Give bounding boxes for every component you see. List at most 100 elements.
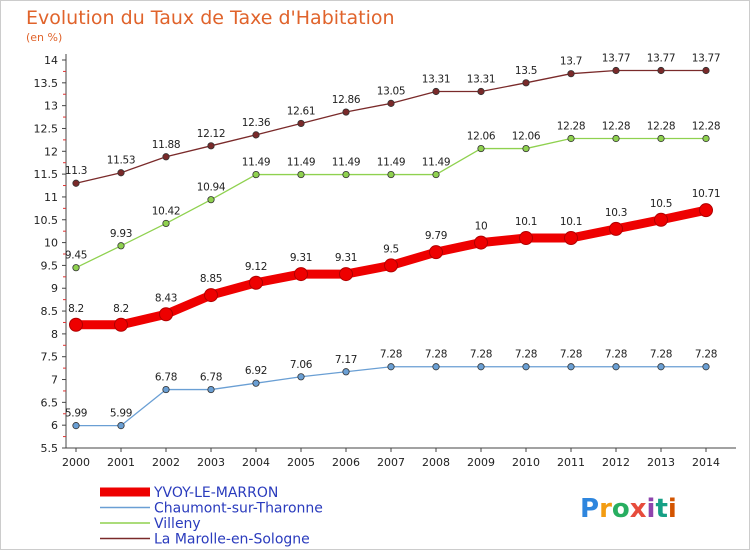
data-point [117,422,125,430]
data-label: 12.28 [647,121,676,133]
data-point [612,134,620,143]
data-point [72,422,80,430]
data-point [702,66,710,75]
series-chaumont-sur-tharonne: 5.99 5.99 6.78 6.78 6.92 7.06 7.17 7.28 7.28 7.28… [65,349,717,430]
legend-label: Villeny [154,516,201,532]
data-label: 7.28 [425,349,447,361]
data-label: 13.77 [692,52,721,64]
data-label: 10.42 [152,205,181,217]
series-la-marolle-en-sologne: 11.3 11.53 11.88 12.12 12.36 12.61 12.86 13.05 1… [65,52,721,187]
data-label: 13.5 [515,65,537,77]
data-label: 13.77 [647,52,676,64]
data-label: 7.28 [470,349,492,361]
data-point [162,219,170,228]
data-point [522,79,530,87]
y-tick-label: 13 [44,100,58,113]
y-tick-label: 5.5 [41,442,59,455]
data-label: 11.49 [242,157,271,169]
data-label: 12.61 [287,105,316,117]
data-label: 5.99 [110,408,132,420]
data-label: 8.43 [155,292,177,304]
series-villeny: 9.45 9.93 10.42 10.94 11.49 11.49 11.49 11.49 11… [65,121,721,272]
x-tick-label: 2013 [647,456,675,469]
data-point [72,179,80,187]
data-point [519,231,533,246]
data-label: 10.71 [692,188,721,200]
data-label: 12.12 [197,128,226,140]
data-label: 12.36 [242,117,271,129]
data-label: 11.3 [65,165,87,177]
proxiti-wordmark: Proxiti [580,494,677,524]
data-label: 11.49 [422,157,451,169]
data-label: 7.06 [290,359,313,371]
data-label: 9.5 [383,243,399,255]
data-point [429,245,443,260]
series-yvoy-le-marron: 8.2 8.2 8.43 8.85 9.12 9.31 9.31 9.5 9.79 10 10.1 1… [68,188,721,332]
data-point [387,363,395,371]
data-point [342,108,350,116]
data-point [387,99,395,107]
data-point [207,196,215,204]
legend: YVOY-LE-MARRONChaumont-sur-TharonneVille… [100,485,323,548]
y-tick-label: 11 [44,191,58,204]
logo-letter: x [630,494,647,524]
data-point [114,317,128,332]
series-layer: 11.3 11.53 11.88 12.12 12.36 12.61 12.86 13.05 1… [65,52,721,430]
data-label: 9.45 [65,250,87,262]
data-label: 9.31 [335,252,357,264]
data-label: 6.78 [155,372,177,384]
data-label: 10.1 [515,216,537,228]
y-tick-label: 6.5 [41,396,59,409]
data-point [294,267,308,282]
data-point [702,363,710,371]
data-point [477,363,485,371]
x-tick-label: 2000 [62,456,90,469]
data-point [609,221,623,236]
chart-title: Evolution du Taux de Taxe d'Habitation [26,7,395,29]
x-tick-label: 2004 [242,456,270,469]
data-label: 5.99 [65,408,87,420]
logo-letter: o [612,494,630,524]
data-label: 13.77 [602,52,631,64]
data-label: 11.49 [332,157,361,169]
y-tick-label: 8 [51,328,58,341]
data-label: 10.94 [197,182,226,194]
data-point [432,170,440,179]
data-point [207,142,215,150]
data-point [159,307,173,322]
y-tick-label: 12 [44,145,58,158]
x-tick-label: 2005 [287,456,315,469]
data-label: 7.28 [515,349,537,361]
data-point [342,368,350,376]
data-label: 9.79 [425,230,447,242]
data-point [207,385,215,394]
data-point [657,363,665,371]
data-point [474,235,488,250]
data-point [564,231,578,246]
data-label: 11.53 [107,155,136,167]
x-tick-label: 2001 [107,456,135,469]
logo-letter: P [580,494,599,524]
data-point [612,363,620,371]
x-tick-label: 2012 [602,456,630,469]
data-label: 8.85 [200,273,222,285]
y-tick-label: 10 [44,237,58,250]
x-tick-label: 2011 [557,456,585,469]
data-point [297,119,305,128]
data-point [522,144,530,153]
data-label: 10.1 [560,216,582,228]
data-label: 7.28 [695,349,717,361]
y-tick-label: 7.5 [41,351,59,364]
data-label: 8.2 [68,303,84,315]
y-tick-label: 12.5 [34,122,59,135]
data-label: 7.28 [650,349,672,361]
y-tick-label: 10.5 [34,214,59,227]
y-tick-label: 7 [51,374,58,387]
data-point [69,317,83,332]
y-tick-label: 9 [51,282,58,295]
data-label: 11.49 [377,157,406,169]
x-tick-label: 2007 [377,456,405,469]
proxiti-logo: Proxiti [580,494,677,524]
